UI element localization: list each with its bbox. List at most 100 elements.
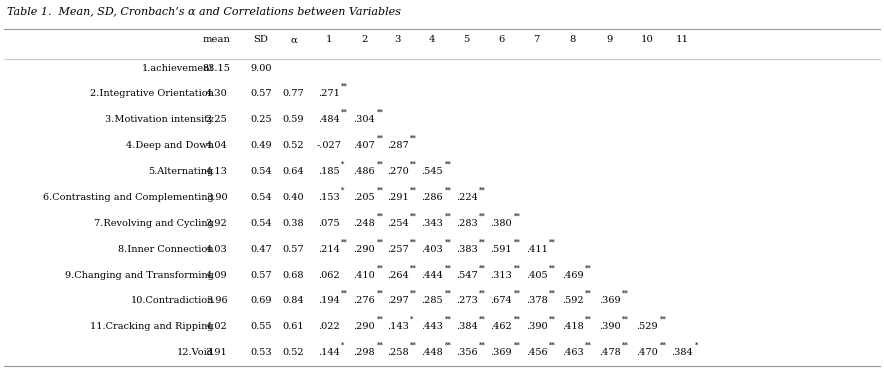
Text: .062: .062 [318,271,339,280]
Text: 3.91: 3.91 [206,348,227,357]
Text: **: ** [377,161,384,169]
Text: .378: .378 [526,296,547,306]
Text: 12.Void: 12.Void [177,348,214,357]
Text: .545: .545 [422,167,443,176]
Text: 0.84: 0.84 [283,296,304,306]
Text: .448: .448 [422,348,443,357]
Text: **: ** [377,135,384,143]
Text: **: ** [377,290,384,298]
Text: .380: .380 [491,219,512,228]
Text: .285: .285 [422,296,443,306]
Text: 0.57: 0.57 [250,89,271,98]
Text: **: ** [410,238,417,246]
Text: .313: .313 [491,271,512,280]
Text: .369: .369 [599,296,621,306]
Text: *: * [410,316,414,324]
Text: **: ** [622,316,629,324]
Text: 0.53: 0.53 [250,348,271,357]
Text: **: ** [377,212,384,220]
Text: 2: 2 [361,35,368,44]
Text: .273: .273 [456,296,477,306]
Text: .144: .144 [318,348,339,357]
Text: 4.Deep and Down: 4.Deep and Down [126,141,214,150]
Text: .257: .257 [387,245,408,253]
Text: 4.04: 4.04 [206,141,227,150]
Text: 0.40: 0.40 [283,193,304,202]
Text: **: ** [479,316,486,324]
Text: **: ** [341,290,348,298]
Text: 11.Cracking and Ripping: 11.Cracking and Ripping [90,322,214,331]
Text: 0.25: 0.25 [250,115,271,124]
Text: 9.00: 9.00 [250,63,271,73]
Text: 0.49: 0.49 [250,141,271,150]
Text: **: ** [445,212,452,220]
Text: 4.13: 4.13 [206,167,227,176]
Text: **: ** [410,135,417,143]
Text: 1.achievement: 1.achievement [141,63,214,73]
Text: **: ** [514,342,521,350]
Text: **: ** [377,238,384,246]
Text: 3.92: 3.92 [206,219,227,228]
Text: 7: 7 [533,35,540,44]
Text: **: ** [549,264,556,272]
Text: .418: .418 [562,322,583,331]
Text: **: ** [514,238,521,246]
Text: .214: .214 [318,245,339,253]
Text: **: ** [377,187,384,195]
Text: 0.57: 0.57 [283,245,304,253]
Text: **: ** [377,109,384,117]
Text: **: ** [514,264,521,272]
Text: .290: .290 [354,322,375,331]
Text: 0.77: 0.77 [283,89,304,98]
Text: .470: .470 [636,348,658,357]
Text: .390: .390 [599,322,621,331]
Text: 0.54: 0.54 [250,167,271,176]
Text: .478: .478 [599,348,621,357]
Text: **: ** [479,290,486,298]
Text: **: ** [514,316,521,324]
Text: .254: .254 [387,219,408,228]
Text: .276: .276 [354,296,375,306]
Text: .384: .384 [456,322,477,331]
Text: .592: .592 [562,296,583,306]
Text: .456: .456 [526,348,547,357]
Text: **: ** [445,238,452,246]
Text: **: ** [622,342,629,350]
Text: mean: mean [202,35,231,44]
Text: **: ** [377,342,384,350]
Text: 11: 11 [676,35,689,44]
Text: **: ** [549,316,556,324]
Text: .462: .462 [491,322,512,331]
Text: **: ** [549,238,556,246]
Text: 9.Changing and Transforming: 9.Changing and Transforming [65,271,214,280]
Text: 0.69: 0.69 [250,296,271,306]
Text: 0.47: 0.47 [250,245,271,253]
Text: 8: 8 [569,35,576,44]
Text: 0.54: 0.54 [250,219,271,228]
Text: **: ** [659,342,667,350]
Text: .270: .270 [387,167,408,176]
Text: .291: .291 [387,193,408,202]
Text: **: ** [341,238,348,246]
Text: **: ** [479,212,486,220]
Text: .264: .264 [387,271,408,280]
Text: .410: .410 [354,271,375,280]
Text: 0.38: 0.38 [283,219,304,228]
Text: **: ** [585,342,592,350]
Text: .185: .185 [318,167,339,176]
Text: 4.30: 4.30 [206,89,227,98]
Text: 0.59: 0.59 [283,115,304,124]
Text: 0.52: 0.52 [283,348,304,357]
Text: 10: 10 [641,35,653,44]
Text: **: ** [410,342,417,350]
Text: **: ** [585,264,592,272]
Text: Table 1.  Mean, SD, Cronbach’s α and Correlations between Variables: Table 1. Mean, SD, Cronbach’s α and Corr… [7,6,401,16]
Text: **: ** [585,290,592,298]
Text: .411: .411 [526,245,547,253]
Text: 1: 1 [325,35,332,44]
Text: **: ** [479,187,486,195]
Text: .384: .384 [672,348,693,357]
Text: 2.25: 2.25 [206,115,227,124]
Text: .443: .443 [422,322,443,331]
Text: **: ** [622,290,629,298]
